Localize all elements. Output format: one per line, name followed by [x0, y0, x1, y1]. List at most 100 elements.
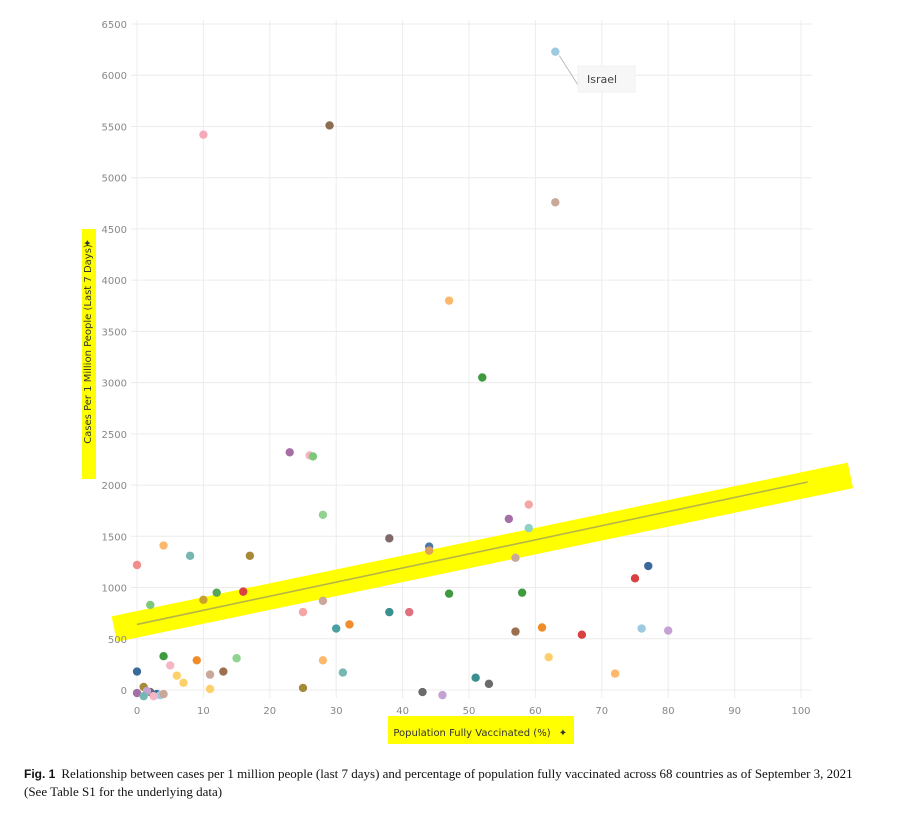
x-tick-label: 30 — [330, 706, 343, 717]
x-tick-label: 90 — [728, 706, 741, 717]
data-point — [537, 623, 547, 632]
data-point — [146, 600, 155, 610]
data-point — [285, 448, 294, 457]
data-point — [385, 607, 394, 617]
data-point — [444, 589, 454, 598]
data-point — [239, 587, 248, 596]
trendline — [136, 481, 808, 626]
axis-title-highlights — [82, 229, 574, 744]
y-tick-label: 3000 — [102, 379, 127, 390]
data-point — [132, 688, 142, 698]
x-tick-label: 50 — [463, 706, 476, 717]
data-point — [385, 534, 394, 543]
data-point — [318, 510, 328, 519]
annotation-label: Israel — [587, 73, 617, 86]
x-tick-label: 100 — [791, 706, 810, 717]
data-point — [644, 561, 653, 571]
data-point — [484, 679, 494, 689]
y-axis-title: Cases Per 1 Million People (Last 7 Days) — [83, 244, 94, 444]
figure-caption: Fig. 1 Relationship between cases per 1 m… — [24, 765, 874, 800]
data-point — [219, 667, 228, 676]
x-tick-label: 0 — [134, 706, 140, 717]
data-point — [524, 523, 533, 533]
annotation-box — [577, 65, 636, 93]
y-tick-label: 0 — [121, 686, 127, 697]
data-point — [199, 595, 208, 605]
y-tick-label: 3500 — [102, 327, 127, 338]
y-tick-label: 1000 — [102, 584, 127, 595]
data-point — [551, 198, 560, 207]
data-point — [405, 607, 414, 617]
data-point — [179, 678, 188, 688]
data-point — [205, 684, 215, 694]
y-tick-label: 6000 — [102, 71, 127, 82]
caption-label: Fig. 1 — [24, 767, 56, 781]
data-point — [610, 669, 620, 678]
x-axis-pin-icon: ✦ — [559, 728, 567, 739]
data-point — [159, 651, 168, 661]
data-point — [205, 670, 215, 679]
y-tick-label: 2000 — [102, 481, 127, 492]
x-axis-title: Population Fully Vaccinated (%) — [393, 728, 550, 739]
x-tick-label: 60 — [529, 706, 542, 717]
data-point — [471, 673, 480, 682]
data-point — [524, 500, 533, 509]
x-axis-ticks: 0 10 20 30 40 50 60 70 80 90 100 — [134, 706, 811, 717]
data-point — [338, 668, 348, 677]
data-point — [245, 551, 255, 560]
israel-annotation: Israel — [558, 55, 636, 93]
y-tick-label: 5000 — [102, 174, 127, 185]
data-point — [308, 452, 318, 461]
data-point — [192, 656, 201, 665]
data-point — [637, 624, 646, 633]
trendline-group — [111, 462, 854, 642]
data-point — [185, 551, 195, 560]
data-point — [132, 560, 142, 570]
data-point — [332, 624, 341, 633]
y-tick-label: 6500 — [102, 20, 127, 31]
data-point — [511, 553, 520, 563]
x-tick-label: 40 — [396, 706, 409, 717]
data-point — [166, 661, 175, 670]
grid-lines — [131, 20, 812, 698]
x-tick-label: 70 — [595, 706, 608, 717]
data-point — [630, 574, 640, 583]
data-point — [504, 514, 514, 524]
data-point — [149, 691, 158, 701]
y-axis-pin-icon: ✦ — [83, 239, 94, 247]
y-tick-label: 4000 — [102, 276, 127, 287]
x-tick-label: 80 — [662, 706, 675, 717]
data-point — [172, 671, 182, 680]
data-point — [551, 47, 560, 56]
data-point — [444, 296, 454, 305]
data-points — [132, 47, 673, 701]
data-point — [232, 654, 241, 663]
annotation-leader — [558, 55, 579, 86]
data-point — [139, 691, 148, 701]
data-point — [544, 653, 553, 662]
y-title-highlight — [82, 229, 96, 479]
x-tick-label: 20 — [263, 706, 276, 717]
y-tick-label: 2500 — [102, 430, 127, 441]
scatter-chart: 0500100015002000250030003500400045005000… — [82, 20, 854, 744]
data-point — [298, 607, 308, 617]
data-point — [345, 620, 354, 629]
data-point — [438, 690, 447, 700]
data-point — [325, 121, 334, 130]
data-point — [132, 667, 142, 676]
data-point — [664, 626, 673, 635]
y-axis-ticks: 0 500 1000 1500 2000 2500 3000 3500 4000 4500 5000… — [102, 20, 127, 697]
data-point — [159, 541, 168, 550]
data-point — [577, 630, 587, 639]
data-point — [318, 596, 328, 606]
y-tick-label: 5500 — [102, 122, 127, 133]
y-tick-label: 1500 — [102, 532, 127, 543]
data-point — [517, 588, 527, 597]
data-point — [424, 546, 434, 555]
x-tick-label: 10 — [197, 706, 210, 717]
caption-text: Relationship between cases per 1 million… — [24, 766, 853, 799]
data-point — [212, 588, 221, 597]
data-point — [298, 683, 308, 693]
data-point — [318, 656, 328, 665]
data-point — [418, 687, 427, 697]
